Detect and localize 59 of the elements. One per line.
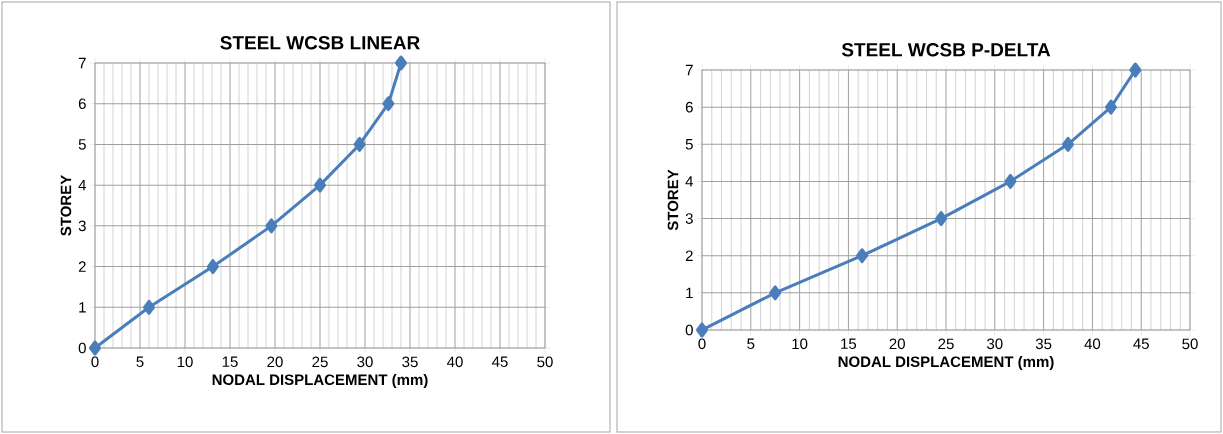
x-tick-label: 20 xyxy=(889,338,905,350)
point xyxy=(143,299,155,315)
y-tick-label: 6 xyxy=(685,101,693,113)
y-axis-title: STOREY xyxy=(667,169,679,231)
y-tick-label: 1 xyxy=(686,287,693,299)
x-tick-label: 25 xyxy=(312,356,328,368)
y-tick-label: 3 xyxy=(685,213,693,224)
x-tick-label: 30 xyxy=(357,356,373,368)
x-tick-label: 20 xyxy=(267,356,283,368)
x-tick-label: 45 xyxy=(492,356,508,367)
y-tick-label: 5 xyxy=(685,139,693,150)
point xyxy=(935,211,948,227)
chart-title: STEEL WCSB P-DELTA xyxy=(841,43,1051,57)
x-tick-label: 5 xyxy=(136,356,144,367)
point xyxy=(395,55,407,71)
point xyxy=(769,285,782,301)
point xyxy=(89,340,101,356)
x-tick-label: 10 xyxy=(177,356,193,368)
point xyxy=(353,136,366,152)
y-tick-label: 2 xyxy=(78,261,86,272)
y-tick-label: 6 xyxy=(78,98,86,110)
x-tick-label: 15 xyxy=(841,338,857,349)
x-tick-label: 15 xyxy=(222,356,238,367)
y-tick-label: 7 xyxy=(78,57,86,69)
point xyxy=(314,177,326,193)
chart-title: STEEL WCSB LINEAR xyxy=(220,36,420,50)
y-tick-label: 1 xyxy=(79,302,86,313)
point xyxy=(1062,136,1075,152)
y-tick-label: 3 xyxy=(78,220,86,232)
y-tick-label: 5 xyxy=(78,139,86,150)
x-tick-label: 10 xyxy=(792,338,808,350)
x-tick-label: 5 xyxy=(747,338,755,349)
point xyxy=(265,218,278,234)
y-tick-label: 0 xyxy=(685,324,693,336)
y-tick-label: 4 xyxy=(685,176,694,187)
point xyxy=(206,259,219,275)
y-tick-label: 7 xyxy=(685,64,693,76)
x-axis-title: NODAL DISPLACEMENT (mm) xyxy=(212,374,428,388)
x-tick-label: 50 xyxy=(1182,338,1198,350)
point xyxy=(1004,173,1017,189)
point xyxy=(382,96,395,112)
x-tick-label: 30 xyxy=(987,338,1003,350)
y-tick-label: 2 xyxy=(685,250,693,261)
x-axis-title: NODAL DISPLACEMENT (mm) xyxy=(838,356,1054,370)
x-tick-label: 40 xyxy=(1084,338,1101,350)
point xyxy=(1104,99,1117,115)
y-axis-title: STOREY xyxy=(60,175,72,236)
point xyxy=(856,248,869,264)
point xyxy=(696,322,709,338)
y-tick-label: 4 xyxy=(78,179,87,191)
x-tick-label: 35 xyxy=(1035,338,1052,350)
x-tick-label: 0 xyxy=(91,356,99,368)
x-tick-label: 45 xyxy=(1133,338,1149,349)
point xyxy=(1129,62,1142,78)
x-tick-label: 0 xyxy=(698,338,706,350)
x-tick-label: 25 xyxy=(938,338,954,350)
x-tick-label: 40 xyxy=(447,356,463,368)
x-tick-label: 50 xyxy=(537,356,553,368)
x-tick-label: 35 xyxy=(402,356,418,368)
